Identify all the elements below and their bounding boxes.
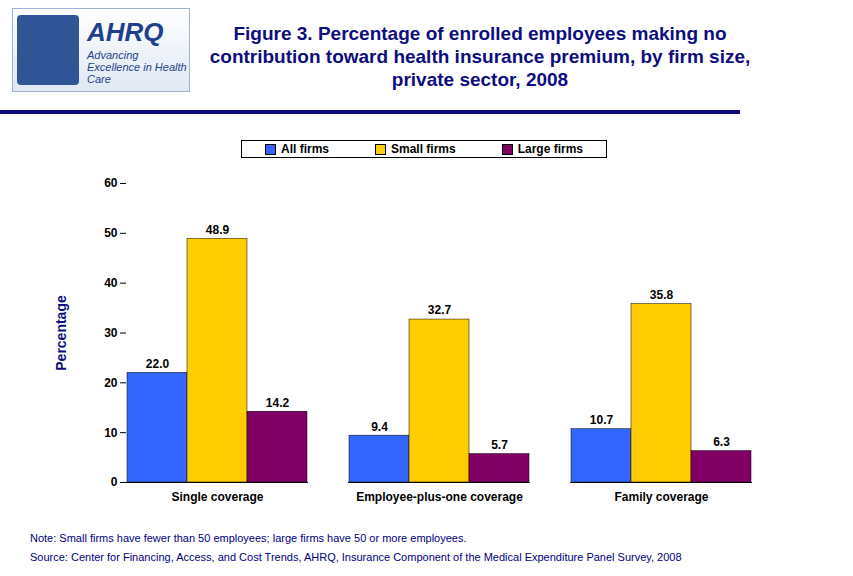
svg-text:Family coverage: Family coverage: [614, 490, 708, 504]
html-text:Note: Small firms have fewer t: Note: Small firms have fewer than 50 emp…: [30, 532, 467, 544]
svg-text:Percentage: Percentage: [53, 295, 69, 371]
svg-text:50: 50: [104, 226, 118, 240]
html-text:AHRQ: AHRQ: [87, 17, 164, 47]
svg-text:22.0: 22.0: [146, 357, 170, 371]
svg-text:20: 20: [104, 376, 118, 390]
svg-text:Employee-plus-one coverage: Employee-plus-one coverage: [356, 490, 523, 504]
html-text:All firms: All firms: [281, 142, 329, 156]
svg-text:10.7: 10.7: [590, 413, 614, 427]
svg-text:48.9: 48.9: [206, 223, 230, 237]
html-text:Small firms: Small firms: [391, 142, 456, 156]
svg-text:32.7: 32.7: [428, 303, 452, 317]
svg-text:60: 60: [104, 176, 118, 190]
html-text:Source: Center for Financing,: Source: Center for Financing, Access, an…: [30, 551, 682, 563]
svg-text:9.4: 9.4: [371, 419, 388, 433]
svg-text:6.3: 6.3: [713, 435, 730, 449]
svg-text:5.7: 5.7: [491, 438, 508, 452]
svg-text:Single coverage: Single coverage: [171, 490, 263, 504]
svg-text:40: 40: [104, 276, 118, 290]
svg-text:0: 0: [111, 475, 118, 489]
svg-text:30: 30: [104, 326, 118, 340]
svg-text:14.2: 14.2: [266, 396, 290, 410]
html-text:Advancing Excellence in Health: Advancing Excellence in Health Care: [87, 49, 187, 85]
svg-text:10: 10: [104, 426, 118, 440]
html-text:Large firms: Large firms: [517, 142, 583, 156]
svg-text:35.8: 35.8: [650, 288, 674, 302]
html-text:Figure 3. Percentage of enroll: Figure 3. Percentage of enrolled employe…: [209, 23, 751, 90]
